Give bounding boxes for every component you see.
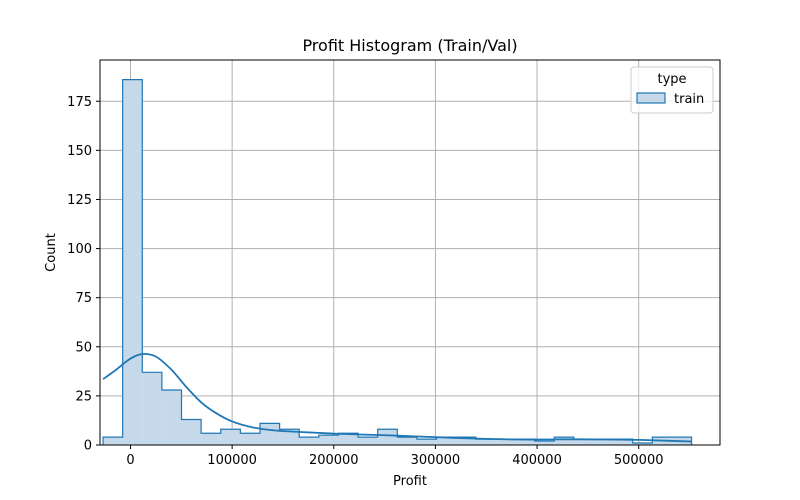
histogram-bar bbox=[593, 439, 614, 445]
histogram-bar bbox=[220, 429, 241, 445]
histogram-bar bbox=[573, 439, 594, 445]
x-tick-label: 100000 bbox=[207, 453, 257, 468]
histogram-bar bbox=[338, 433, 359, 445]
histogram-bar bbox=[142, 372, 162, 445]
histogram-bar bbox=[436, 437, 457, 445]
histogram-bar bbox=[161, 390, 182, 445]
histogram-bar bbox=[279, 429, 300, 445]
y-axis-title: Count bbox=[44, 233, 59, 272]
histogram-bar bbox=[475, 439, 496, 445]
kde-line-train bbox=[102, 353, 692, 443]
x-tick-label: 500000 bbox=[614, 453, 664, 468]
x-tick-label: 300000 bbox=[411, 453, 461, 468]
histogram-bar bbox=[181, 419, 202, 445]
legend-title: type bbox=[657, 72, 686, 87]
y-tick-label: 175 bbox=[67, 95, 92, 110]
histogram-bar bbox=[456, 437, 476, 445]
histogram-bar bbox=[554, 437, 574, 445]
histogram-bar bbox=[632, 443, 653, 445]
y-tick-label: 150 bbox=[67, 144, 92, 159]
legend: type train bbox=[630, 66, 714, 114]
histogram-bar bbox=[613, 439, 633, 445]
histogram-bar bbox=[122, 79, 143, 446]
histogram-bar bbox=[534, 441, 555, 445]
histogram-bars bbox=[102, 79, 693, 446]
grid-lines bbox=[100, 60, 720, 446]
histogram-bar bbox=[240, 433, 260, 445]
histogram-bar bbox=[358, 437, 378, 445]
x-axis-title: Profit bbox=[393, 474, 427, 489]
x-tick-label: 0 bbox=[126, 453, 134, 468]
histogram-bar bbox=[318, 435, 339, 445]
histogram-bar bbox=[299, 437, 319, 445]
chart-title: Profit Histogram (Train/Val) bbox=[302, 36, 517, 55]
y-tick-label: 25 bbox=[75, 389, 92, 404]
histogram-bar bbox=[201, 433, 221, 445]
y-tick-label: 125 bbox=[67, 193, 92, 208]
histogram-bar bbox=[103, 437, 123, 445]
y-tick-label: 0 bbox=[84, 439, 92, 454]
kde-curve bbox=[102, 353, 692, 443]
histogram-bar bbox=[397, 437, 417, 445]
histogram-bar bbox=[416, 439, 437, 445]
legend-label-train: train bbox=[674, 92, 704, 107]
histogram-bar bbox=[514, 439, 535, 445]
histogram-bar bbox=[259, 423, 280, 445]
y-tick-label: 100 bbox=[67, 242, 92, 257]
plot-area-frame bbox=[99, 59, 721, 446]
x-tick-label: 400000 bbox=[512, 453, 562, 468]
x-tick-label: 200000 bbox=[309, 453, 359, 468]
legend-swatch-train bbox=[636, 92, 666, 104]
histogram-bar bbox=[495, 439, 515, 445]
y-tick-label: 75 bbox=[75, 291, 92, 306]
axis-ticks: 0 100000 200000 300000 400000 500000 0 25 50 75 10… bbox=[67, 95, 663, 468]
y-tick-label: 50 bbox=[75, 340, 92, 355]
histogram-bar bbox=[377, 429, 398, 445]
